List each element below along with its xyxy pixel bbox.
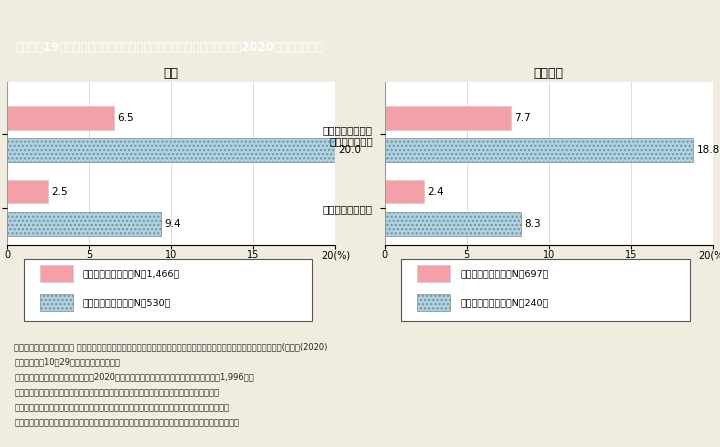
Text: 8.3: 8.3 bbox=[524, 219, 541, 229]
Text: 女性の収入減あり（N＝240）: 女性の収入減あり（N＝240） bbox=[460, 298, 549, 307]
Text: ２．集計対象者は，令和２（2020）年４月１日時点で民間企業で働く女性会社員1,996人。: ２．集計対象者は，令和２（2020）年４月１日時点で民間企業で働く女性会社員1,… bbox=[14, 373, 254, 382]
Bar bbox=[7, 212, 161, 236]
Text: 2.4: 2.4 bbox=[427, 186, 444, 197]
Text: 6.5: 6.5 bbox=[117, 113, 134, 123]
FancyBboxPatch shape bbox=[40, 265, 73, 282]
Bar bbox=[384, 106, 511, 130]
Text: ４．「切詰めに転じた」とは，通常月は切詰めなし，直近月は切詰めありの場合を指す。: ４．「切詰めに転じた」とは，通常月は切詰めなし，直近月は切詰めありの場合を指す。 bbox=[14, 403, 229, 412]
Text: ５．「公共料金等」にガス・水道・電気・電話料金，家賃，住宅ローン，その他債務を含む。: ５．「公共料金等」にガス・水道・電気・電話料金，家賃，住宅ローン，その他債務を含… bbox=[14, 418, 239, 428]
FancyBboxPatch shape bbox=[40, 294, 73, 312]
Bar bbox=[7, 106, 114, 130]
Text: 女性の収入減あり（N＝530）: 女性の収入減あり（N＝530） bbox=[83, 298, 171, 307]
Title: 全体: 全体 bbox=[163, 67, 179, 80]
Text: 女性の収入減なし（N＝1,466）: 女性の収入減なし（N＝1,466） bbox=[83, 269, 180, 278]
Bar bbox=[7, 180, 48, 203]
Text: 18.8: 18.8 bbox=[696, 145, 720, 155]
Text: ３．「収入減」とは，通常月に比べて直近月の月収が１割以上減少したことを指す。: ３．「収入減」とは，通常月に比べて直近月の月収が１割以上減少したことを指す。 bbox=[14, 388, 220, 397]
Bar bbox=[384, 180, 424, 203]
Text: 7.7: 7.7 bbox=[514, 113, 531, 123]
Text: 年10月29日）より引用・作成。: 年10月29日）より引用・作成。 bbox=[14, 357, 120, 366]
FancyBboxPatch shape bbox=[401, 259, 690, 320]
Bar bbox=[384, 139, 693, 162]
Text: （備考）１．独立行政法人 労働政策研究・研修機構「第３回コロナ下の女性への影響と課題に関する研究会　資料２」(令和２(2020): （備考）１．独立行政法人 労働政策研究・研修機構「第３回コロナ下の女性への影響と… bbox=[14, 342, 328, 351]
Text: 2.5: 2.5 bbox=[52, 186, 68, 197]
Text: 9.4: 9.4 bbox=[165, 219, 181, 229]
FancyBboxPatch shape bbox=[24, 259, 312, 320]
Text: 女性の収入減なし（N＝697）: 女性の収入減なし（N＝697） bbox=[460, 269, 549, 278]
Bar bbox=[384, 212, 521, 236]
FancyBboxPatch shape bbox=[418, 294, 450, 312]
Text: 20.0: 20.0 bbox=[338, 145, 361, 155]
Bar bbox=[7, 139, 336, 162]
FancyBboxPatch shape bbox=[418, 265, 450, 282]
Title: 有配偶者: 有配偶者 bbox=[534, 67, 564, 80]
Text: Ｉ－特－19図　女性の収入減少の有無別，家計のひっ迫度（令和２（2020）年８月調査）: Ｉ－特－19図 女性の収入減少の有無別，家計のひっ迫度（令和２（2020）年８月… bbox=[16, 41, 323, 54]
